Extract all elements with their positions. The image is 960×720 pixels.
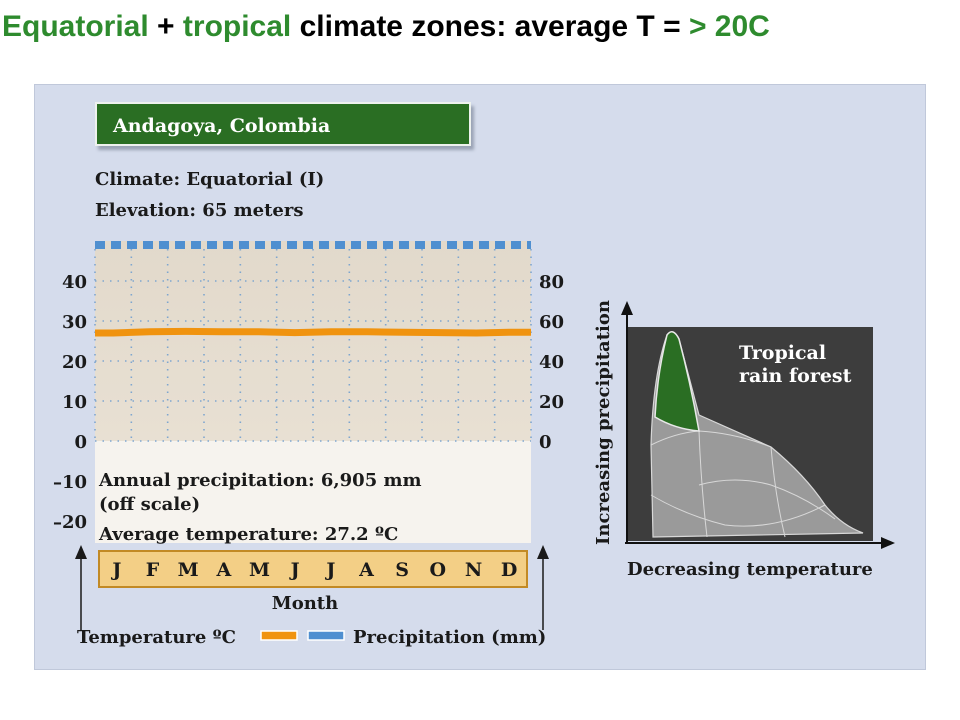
elevation-label: Elevation: 65 meters bbox=[95, 200, 304, 221]
month-label-10: O bbox=[430, 559, 447, 581]
title-part-threshold: > 20C bbox=[688, 10, 770, 43]
legend-temperature-swatch bbox=[260, 630, 298, 641]
left-tick-label: 40 bbox=[62, 272, 87, 293]
climograph-plot bbox=[94, 241, 532, 543]
month-label-4: A bbox=[215, 559, 231, 581]
left-axis-arrow bbox=[75, 545, 87, 630]
right-tick-label: 20 bbox=[539, 392, 564, 413]
right-tick-label: 0 bbox=[539, 432, 552, 453]
slide-title: Equatorial + tropical climate zones: ave… bbox=[2, 10, 960, 44]
title-part-rest: climate zones: average T = bbox=[291, 10, 689, 43]
month-label-9: S bbox=[395, 559, 409, 581]
month-label-12: D bbox=[501, 559, 517, 581]
right-tick-label: 60 bbox=[539, 312, 564, 333]
month-label-7: J bbox=[324, 559, 335, 581]
month-label-8: A bbox=[358, 559, 374, 581]
title-part-tropical: tropical bbox=[182, 10, 292, 43]
x-axis-label: Month bbox=[272, 593, 338, 614]
annotation-offscale: (off scale) bbox=[99, 494, 200, 515]
left-tick-label: –20 bbox=[53, 512, 87, 533]
figure-panel: Andagoya, Colombia Climate: Equatorial (… bbox=[34, 84, 926, 670]
right-tick-label: 40 bbox=[539, 352, 564, 373]
month-label-5: M bbox=[249, 559, 270, 581]
title-part-equatorial: Equatorial bbox=[2, 10, 149, 43]
left-tick-label: 30 bbox=[62, 312, 87, 333]
plot-background-upper bbox=[95, 241, 531, 441]
month-label-2: F bbox=[146, 559, 160, 581]
left-tick-label: 0 bbox=[74, 432, 87, 453]
station-banner: Andagoya, Colombia bbox=[95, 102, 471, 146]
right-axis-ticks: 80 60 40 20 0 bbox=[539, 272, 564, 453]
left-tick-label: –10 bbox=[53, 472, 87, 493]
climate-label: Climate: Equatorial (I) bbox=[95, 169, 325, 190]
left-tick-label: 20 bbox=[62, 352, 87, 373]
plot-background-lower bbox=[95, 441, 531, 543]
annotation-precip: Annual precipitation: 6,905 mm bbox=[98, 470, 422, 491]
month-label-11: N bbox=[465, 559, 482, 581]
month-strip-background bbox=[98, 550, 528, 588]
month-label-3: M bbox=[178, 559, 199, 581]
left-tick-label: 10 bbox=[62, 392, 87, 413]
temperature-line bbox=[95, 327, 531, 337]
right-axis-arrow bbox=[537, 545, 549, 630]
legend-precipitation-swatch bbox=[307, 630, 345, 641]
legend-temperature-label: Temperature ºC bbox=[77, 627, 236, 648]
right-tick-label: 80 bbox=[539, 272, 564, 293]
left-axis-ticks: 40 30 20 10 0 –10 –20 bbox=[53, 272, 87, 533]
annotation-avg-temp: Average temperature: 27.2 ºC bbox=[98, 524, 398, 545]
month-label-1: J bbox=[110, 559, 121, 581]
title-part-plus: + bbox=[148, 10, 183, 43]
month-label-6: J bbox=[289, 559, 300, 581]
legend-precipitation-label: Precipitation (mm) bbox=[353, 627, 546, 648]
